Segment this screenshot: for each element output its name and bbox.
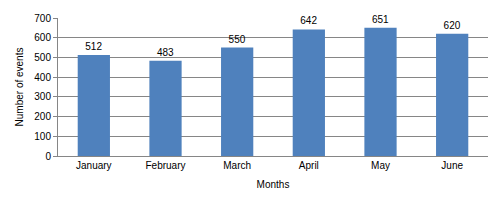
svg-text:512: 512 xyxy=(85,41,102,52)
svg-text:300: 300 xyxy=(34,91,51,102)
svg-text:651: 651 xyxy=(372,14,389,25)
svg-text:January: January xyxy=(76,160,112,171)
svg-text:February: February xyxy=(145,160,185,171)
svg-text:550: 550 xyxy=(229,34,246,45)
svg-text:620: 620 xyxy=(444,20,461,31)
svg-text:June: June xyxy=(441,160,463,171)
svg-text:0: 0 xyxy=(45,151,51,162)
svg-text:March: March xyxy=(223,160,251,171)
svg-text:500: 500 xyxy=(34,52,51,63)
svg-text:Number of events: Number of events xyxy=(14,48,25,127)
svg-text:483: 483 xyxy=(157,47,174,58)
svg-text:Months: Months xyxy=(257,179,290,190)
svg-text:600: 600 xyxy=(34,32,51,43)
svg-text:April: April xyxy=(299,160,319,171)
svg-text:200: 200 xyxy=(34,111,51,122)
svg-text:400: 400 xyxy=(34,72,51,83)
svg-text:700: 700 xyxy=(34,13,51,24)
svg-text:100: 100 xyxy=(34,131,51,142)
svg-text:642: 642 xyxy=(300,15,317,26)
svg-text:May: May xyxy=(371,160,390,171)
